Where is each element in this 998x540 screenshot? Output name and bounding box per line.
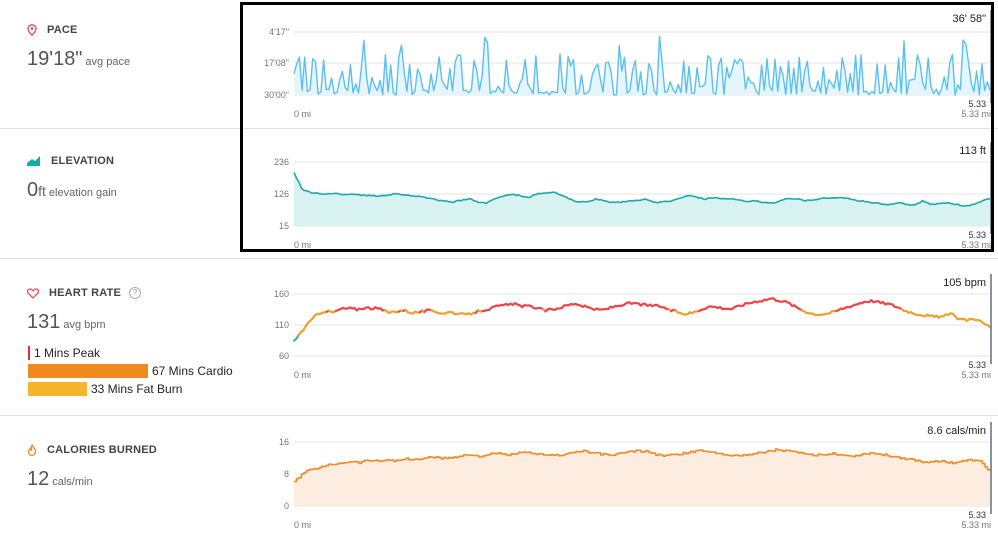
x-start-label: 0 mi: [294, 240, 311, 250]
calories-series-line: [294, 448, 991, 483]
x-end-label: 5.33 mi: [961, 109, 991, 119]
heart-value: 131: [27, 311, 61, 333]
x-end-label: 5.33 mi: [961, 240, 991, 250]
current-x-label: 5.33: [968, 230, 986, 240]
y-tick-label: 16: [279, 437, 289, 447]
x-start-label: 0 mi: [294, 370, 311, 380]
elevation-title: ELEVATION: [51, 155, 115, 167]
zone-peak-label: 1 Mins Peak: [34, 346, 101, 360]
calories-section: CALORIES BURNED 12 cals/min: [0, 416, 998, 540]
elevation-icon: [27, 156, 40, 166]
y-tick-label: 110: [275, 320, 289, 330]
y-tick-label: 0: [284, 501, 289, 511]
zone-peak: 1 Mins Peak: [28, 346, 100, 360]
current-value-label: 113 ft: [959, 145, 986, 157]
pace-header: PACE: [27, 24, 130, 36]
zone-fatburn-label: 33 Mins Fat Burn: [91, 382, 183, 396]
y-tick-label: 60: [279, 351, 289, 361]
calories-title: CALORIES BURNED: [47, 444, 157, 456]
y-tick-label: 4'17": [269, 27, 289, 37]
elevation-section: ELEVATION 0ft elevation gain: [0, 129, 998, 258]
divider: [0, 415, 998, 416]
x-start-label: 0 mi: [294, 109, 311, 119]
current-x-label: 5.33: [968, 510, 986, 520]
pace-metric: PACE 19'18" avg pace: [27, 24, 130, 71]
heart-series-segment: [986, 323, 992, 329]
flame-icon: [27, 444, 37, 456]
elevation-series-line: [293, 172, 991, 207]
pace-area-fill: [294, 36, 990, 95]
current-x-label: 5.33: [968, 99, 986, 109]
calories-area-fill: [294, 449, 990, 506]
elevation-area-fill: [294, 172, 990, 226]
elevation-metric: ELEVATION 0ft elevation gain: [27, 155, 117, 202]
y-tick-label: 236: [274, 157, 289, 167]
current-value-label: 105 bpm: [943, 277, 986, 289]
pace-title: PACE: [47, 24, 78, 36]
zone-cardio-label: 67 Mins Cardio: [152, 364, 233, 378]
pace-section: PACE 19'18" avg pace: [0, 0, 998, 128]
calories-metric: CALORIES BURNED 12 cals/min: [27, 444, 157, 491]
elevation-unit-prefix: ft: [38, 183, 46, 199]
y-tick-label: 17'08": [264, 58, 289, 68]
heart-unit: avg bpm: [63, 319, 106, 331]
zone-cardio-bar: [28, 364, 148, 378]
divider: [0, 258, 998, 259]
elevation-value: 0: [27, 179, 39, 201]
heart-icon: [27, 287, 39, 299]
heart-metric: HEART RATE ? 131 avg bpm: [27, 287, 142, 334]
pace-value-row: 19'18" avg pace: [27, 48, 130, 71]
y-tick-label: 8: [284, 469, 289, 479]
zone-fatburn: 33 Mins Fat Burn: [28, 382, 182, 396]
heart-header: HEART RATE ?: [27, 287, 142, 299]
current-x-label: 5.33: [968, 360, 986, 370]
y-tick-label: 160: [274, 289, 289, 299]
calories-value-row: 12 cals/min: [27, 468, 157, 491]
pace-value: 19'18": [27, 48, 83, 70]
divider: [0, 128, 998, 129]
calories-unit: cals/min: [52, 476, 93, 488]
y-tick-label: 126: [274, 189, 289, 199]
elevation-header: ELEVATION: [27, 155, 117, 167]
x-end-label: 5.33 mi: [961, 370, 991, 380]
zone-cardio: 67 Mins Cardio: [28, 364, 233, 378]
elevation-value-row: 0ft elevation gain: [27, 179, 117, 202]
heart-section: HEART RATE ? 131 avg bpm 1 Mins Peak 67 M…: [0, 259, 998, 415]
current-value-label: 8.6 cals/min: [927, 425, 986, 437]
pace-series-line: [293, 35, 991, 96]
heart-title: HEART RATE: [49, 287, 122, 299]
location-pin-icon: [27, 24, 37, 36]
calories-value: 12: [27, 468, 50, 490]
heart-value-row: 131 avg bpm: [27, 311, 141, 334]
zone-peak-bar: [28, 346, 30, 360]
y-tick-label: 30'00": [264, 90, 289, 100]
pace-unit: avg pace: [85, 56, 131, 68]
x-start-label: 0 mi: [294, 520, 311, 530]
y-tick-label: 15: [279, 221, 289, 231]
help-icon[interactable]: ?: [129, 287, 142, 299]
elevation-unit: elevation gain: [48, 187, 117, 199]
zone-fatburn-bar: [28, 382, 87, 396]
x-end-label: 5.33 mi: [961, 520, 991, 530]
current-value-label: 36' 58": [952, 13, 986, 25]
calories-header: CALORIES BURNED: [27, 444, 157, 456]
